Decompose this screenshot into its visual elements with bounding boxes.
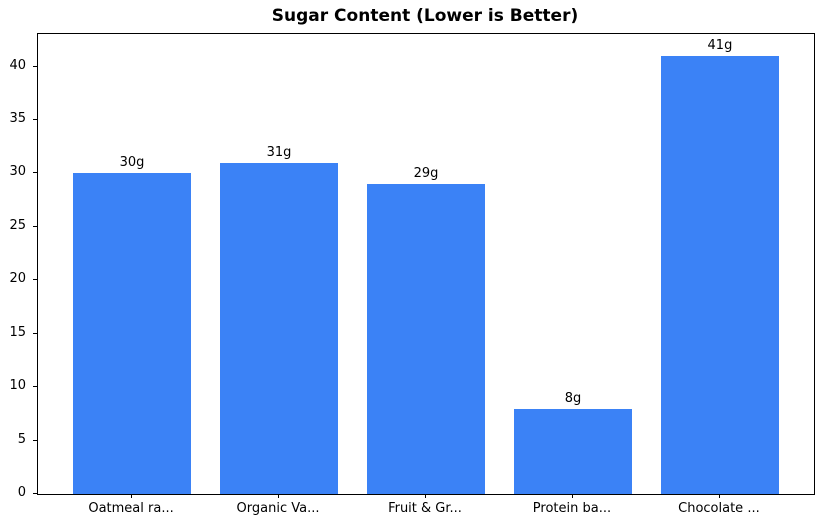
y-tick-label: 30 xyxy=(9,164,26,180)
x-tick-mark xyxy=(278,494,280,498)
y-tick-label: 0 xyxy=(17,485,26,500)
bar xyxy=(220,162,338,494)
y-tick-mark xyxy=(33,332,37,334)
bar-value-label: 41g xyxy=(707,37,733,53)
y-tick-mark xyxy=(33,439,37,441)
bar xyxy=(367,184,485,494)
x-tick-mark xyxy=(425,494,426,498)
y-tick-label: 35 xyxy=(9,111,26,127)
bar xyxy=(73,173,191,494)
x-tick-label: Protein ba... xyxy=(532,501,612,516)
x-tick-label: Fruit & Gr... xyxy=(388,501,462,516)
bar-value-label: 29g xyxy=(413,166,439,182)
bar xyxy=(661,55,779,494)
y-tick-mark xyxy=(33,386,37,388)
bar-value-label: 30g xyxy=(119,155,145,171)
chart-title: Sugar Content (Lower is Better) xyxy=(271,6,579,26)
x-tick-mark xyxy=(571,494,573,498)
y-tick-mark xyxy=(33,225,37,227)
y-tick-label: 20 xyxy=(9,271,26,287)
y-tick-mark xyxy=(33,279,37,281)
y-tick-label: 5 xyxy=(17,431,26,447)
y-tick-mark xyxy=(33,172,37,174)
y-tick-label: 15 xyxy=(9,324,26,340)
x-tick-mark xyxy=(131,494,133,498)
y-tick-mark xyxy=(33,65,37,67)
x-tick-label: Organic Va... xyxy=(236,501,320,516)
x-tick-label: Oatmeal ra... xyxy=(88,501,174,516)
plot-area: 30g 31g 29g 8g 41g xyxy=(37,33,815,495)
bar-value-label: 8g xyxy=(564,390,582,406)
y-tick-label: 25 xyxy=(9,217,26,233)
bar-value-label: 31g xyxy=(266,144,292,160)
y-tick-label: 10 xyxy=(9,378,26,394)
bar xyxy=(514,408,632,494)
y-tick-mark xyxy=(33,119,37,121)
y-tick-label: 40 xyxy=(9,57,26,73)
x-tick-label: Chocolate ... xyxy=(678,501,760,516)
x-tick-mark xyxy=(718,494,720,498)
y-tick-mark xyxy=(33,493,37,494)
